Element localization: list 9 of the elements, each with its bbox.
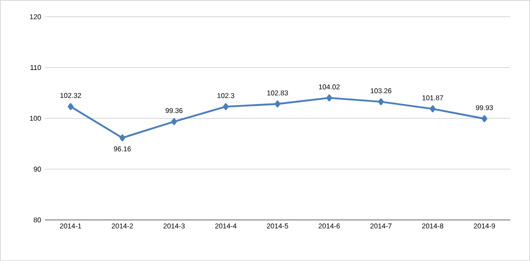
- point: [326, 94, 332, 102]
- point: [119, 134, 126, 142]
- point: [482, 115, 488, 122]
- point: [222, 103, 229, 110]
- point: [378, 98, 384, 106]
- point: [430, 105, 436, 112]
- point: [171, 118, 177, 126]
- point: [68, 103, 74, 110]
- point: [274, 100, 280, 108]
